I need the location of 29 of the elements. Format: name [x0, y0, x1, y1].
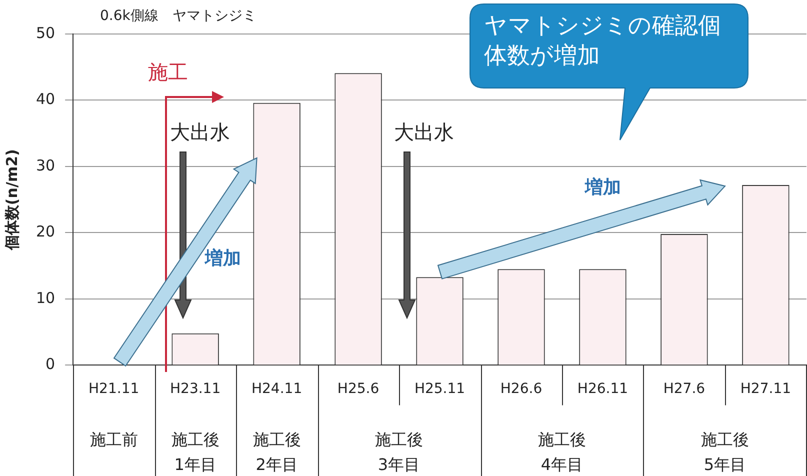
x-tick-label: H24.11	[251, 381, 302, 398]
text: 施工後 3年目	[375, 429, 424, 476]
chart-title: 0.6k側線 ヤマトシジミ	[100, 8, 256, 25]
y-tick-label: 10	[36, 288, 56, 307]
annotation: ヤマトシジミの確認個体数が増加	[484, 12, 722, 71]
text: 施工後 1年目	[171, 429, 220, 476]
y-axis-title: 個体数(n/m2)	[2, 149, 21, 252]
x-tick-label: H23.11	[170, 381, 221, 398]
y-tick-label: 50	[36, 24, 56, 42]
x-tick-label: H26.6	[500, 381, 542, 398]
text: 施工後 2年目	[252, 429, 301, 476]
y-tick-label: 40	[36, 90, 56, 108]
y-tick-label: 30	[36, 156, 56, 174]
x-tick-label: H21.11	[88, 381, 140, 398]
x-tick-label: H27.11	[740, 381, 791, 398]
x-tick-label: H25.11	[414, 381, 466, 398]
text: 施工後 5年目	[700, 429, 749, 476]
annotation: 大出水	[170, 120, 230, 144]
y-tick-label: 0	[46, 355, 56, 374]
annotation: 増加	[585, 177, 621, 199]
annotation: 増加	[205, 248, 241, 270]
y-tick-label: 20	[36, 222, 56, 241]
text: 施工後 4年目	[538, 429, 586, 476]
text: 施工前	[90, 429, 138, 451]
annotation: 大出水	[394, 120, 454, 144]
annotation: 施工	[148, 60, 188, 84]
x-tick-label: H25.6	[337, 381, 380, 398]
x-tick-label: H27.6	[663, 381, 706, 398]
x-tick-label: H26.11	[577, 381, 628, 398]
